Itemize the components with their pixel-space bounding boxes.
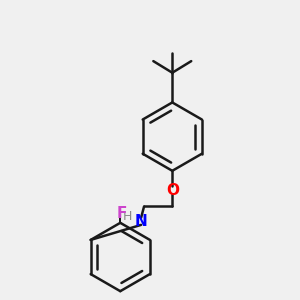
Text: F: F: [117, 206, 127, 221]
Text: N: N: [135, 214, 148, 229]
Text: O: O: [166, 183, 179, 198]
Text: H: H: [123, 210, 132, 224]
